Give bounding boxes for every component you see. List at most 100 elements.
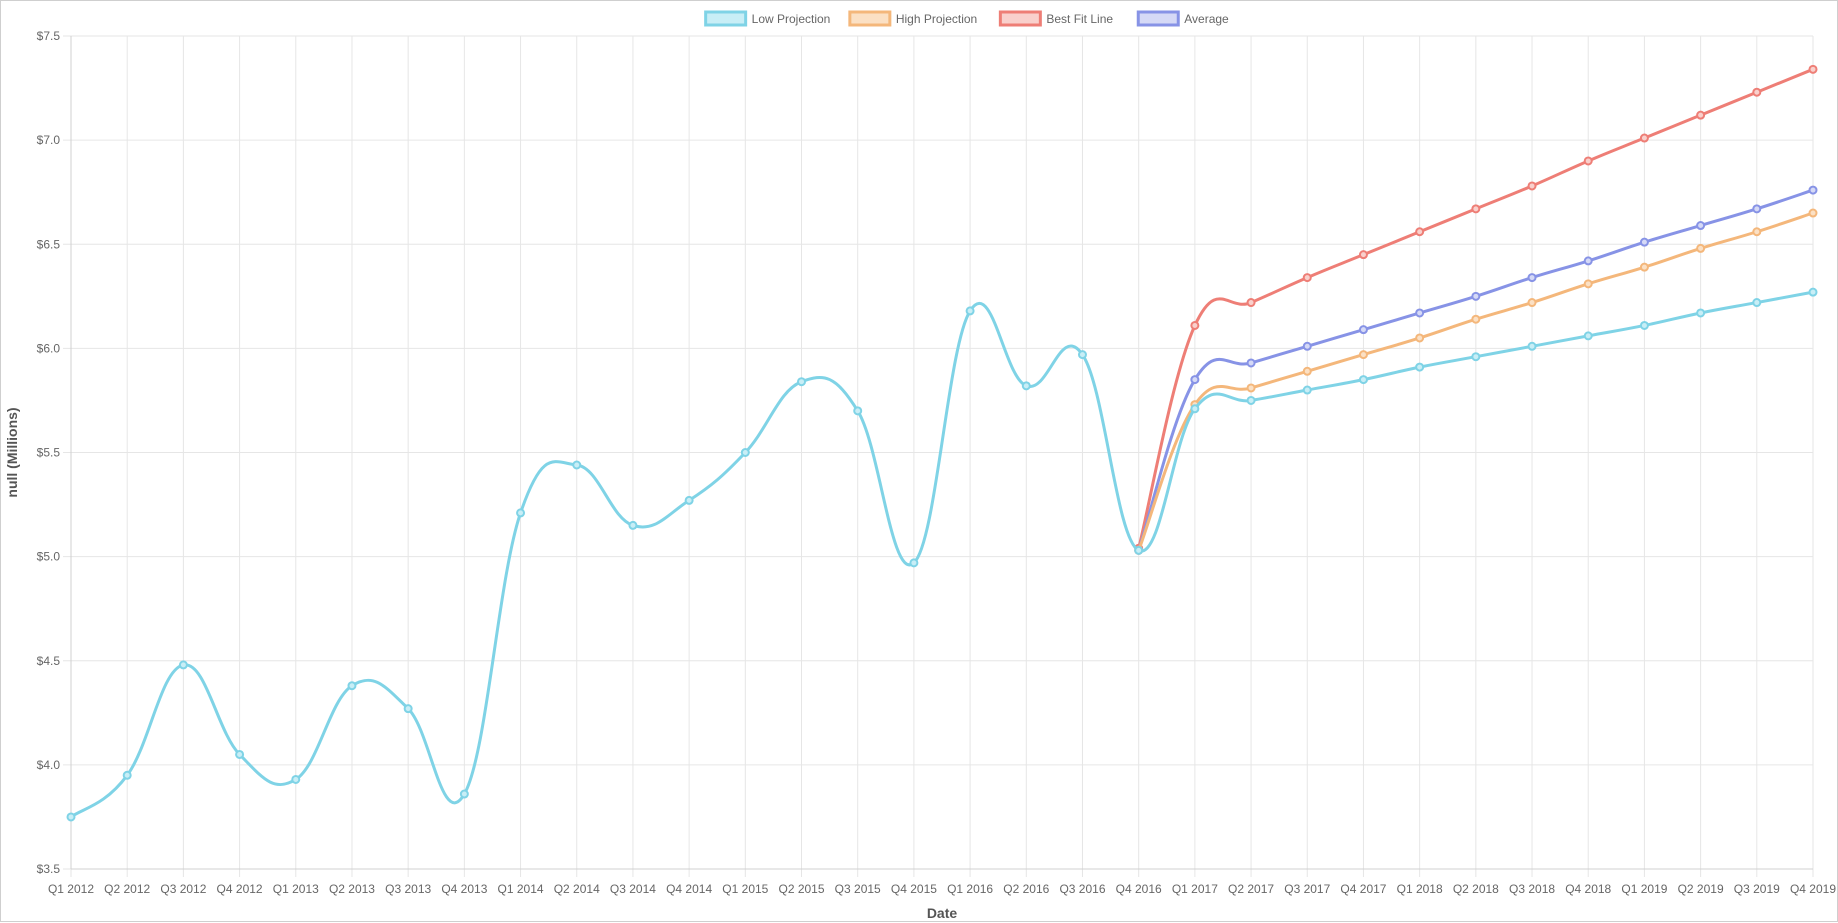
data-point[interactable] <box>1302 273 1312 283</box>
data-point[interactable] <box>1415 308 1425 318</box>
data-point[interactable] <box>1696 243 1706 253</box>
series-line <box>70 290 1814 819</box>
data-point[interactable] <box>1246 383 1256 393</box>
data-point[interactable] <box>1527 298 1537 308</box>
data-point[interactable] <box>1752 227 1762 237</box>
data-point[interactable] <box>516 508 526 518</box>
data-point[interactable] <box>797 377 807 387</box>
data-point[interactable] <box>909 558 919 568</box>
x-tick-label: Q4 2019 <box>1790 882 1836 896</box>
data-point[interactable] <box>1471 291 1481 301</box>
data-point[interactable] <box>965 306 975 316</box>
series-low-projection <box>66 287 1818 822</box>
y-tick-label: $6.5 <box>37 237 61 251</box>
x-tick-label: Q2 2014 <box>554 882 600 896</box>
data-point[interactable] <box>178 660 188 670</box>
data-point[interactable] <box>291 774 301 784</box>
x-tick-label: Q2 2012 <box>104 882 150 896</box>
data-point[interactable] <box>1302 341 1312 351</box>
data-point[interactable] <box>459 789 469 799</box>
data-point[interactable] <box>1639 320 1649 330</box>
data-point[interactable] <box>572 460 582 470</box>
data-point[interactable] <box>1808 287 1818 297</box>
data-point[interactable] <box>1583 279 1593 289</box>
data-point[interactable] <box>1246 358 1256 368</box>
data-point[interactable] <box>1358 325 1368 335</box>
data-point[interactable] <box>1358 250 1368 260</box>
data-point[interactable] <box>1246 298 1256 308</box>
data-point[interactable] <box>1752 87 1762 97</box>
data-point[interactable] <box>1696 221 1706 231</box>
data-point[interactable] <box>684 495 694 505</box>
x-tick-label: Q3 2016 <box>1059 882 1105 896</box>
x-tick-label: Q2 2017 <box>1228 882 1274 896</box>
legend-item-best-fit-line[interactable]: Best Fit Line <box>998 10 1113 27</box>
x-tick-label: Q3 2012 <box>160 882 206 896</box>
data-point[interactable] <box>235 749 245 759</box>
data-point[interactable] <box>1696 110 1706 120</box>
data-point[interactable] <box>628 520 638 530</box>
data-point[interactable] <box>1190 320 1200 330</box>
data-point[interactable] <box>1471 352 1481 362</box>
data-point[interactable] <box>1808 185 1818 195</box>
data-point[interactable] <box>1415 333 1425 343</box>
x-tick-label: Q1 2019 <box>1621 882 1667 896</box>
data-point[interactable] <box>1808 208 1818 218</box>
data-point[interactable] <box>1639 237 1649 247</box>
data-point[interactable] <box>1190 404 1200 414</box>
y-tick-label: $6.0 <box>37 341 61 355</box>
legend-item-high-projection[interactable]: High Projection <box>848 10 977 27</box>
data-point[interactable] <box>1583 256 1593 266</box>
data-point[interactable] <box>1471 204 1481 214</box>
legend-item-average[interactable]: Average <box>1136 10 1229 27</box>
data-point[interactable] <box>1190 375 1200 385</box>
x-tick-label: Q1 2018 <box>1397 882 1443 896</box>
data-point[interactable] <box>1527 341 1537 351</box>
legend-item-low-projection[interactable]: Low Projection <box>704 10 831 27</box>
x-tick-label: Q3 2018 <box>1509 882 1555 896</box>
data-point[interactable] <box>853 406 863 416</box>
data-point[interactable] <box>122 770 132 780</box>
data-point[interactable] <box>1583 331 1593 341</box>
data-point[interactable] <box>403 704 413 714</box>
data-point[interactable] <box>347 681 357 691</box>
legend[interactable]: Low Projection High Projection Best Fit Li… <box>704 10 1229 27</box>
data-point[interactable] <box>1415 362 1425 372</box>
data-point[interactable] <box>1471 314 1481 324</box>
data-point[interactable] <box>66 812 76 822</box>
x-tick-label: Q2 2015 <box>778 882 824 896</box>
data-point[interactable] <box>1358 350 1368 360</box>
x-tick-label: Q2 2013 <box>329 882 375 896</box>
data-point[interactable] <box>1583 156 1593 166</box>
legend-label: Average <box>1184 12 1229 26</box>
data-point[interactable] <box>1302 385 1312 395</box>
data-point[interactable] <box>1246 395 1256 405</box>
data-point[interactable] <box>1752 204 1762 214</box>
y-tick-label: $4.5 <box>37 654 61 668</box>
data-point[interactable] <box>1415 227 1425 237</box>
data-point[interactable] <box>1302 366 1312 376</box>
data-point[interactable] <box>1527 273 1537 283</box>
data-point[interactable] <box>1077 350 1087 360</box>
x-tick-label: Q3 2015 <box>835 882 881 896</box>
data-point[interactable] <box>1527 181 1537 191</box>
data-point[interactable] <box>1021 381 1031 391</box>
y-tick-label: $7.5 <box>37 29 61 43</box>
series-line <box>1137 67 1814 549</box>
data-point[interactable] <box>1134 545 1144 555</box>
data-point[interactable] <box>1808 64 1818 74</box>
x-tick-label: Q1 2016 <box>947 882 993 896</box>
x-tick-label: Q4 2013 <box>441 882 487 896</box>
data-point[interactable] <box>1639 133 1649 143</box>
data-point[interactable] <box>740 448 750 457</box>
y-tick-label: $4.0 <box>37 758 61 772</box>
data-point[interactable] <box>1696 308 1706 318</box>
grid-lines <box>63 35 1814 877</box>
y-tick-label: $3.5 <box>37 862 61 876</box>
data-point[interactable] <box>1639 262 1649 272</box>
data-point[interactable] <box>1752 298 1762 308</box>
data-point[interactable] <box>1358 375 1368 385</box>
x-tick-label: Q3 2013 <box>385 882 431 896</box>
